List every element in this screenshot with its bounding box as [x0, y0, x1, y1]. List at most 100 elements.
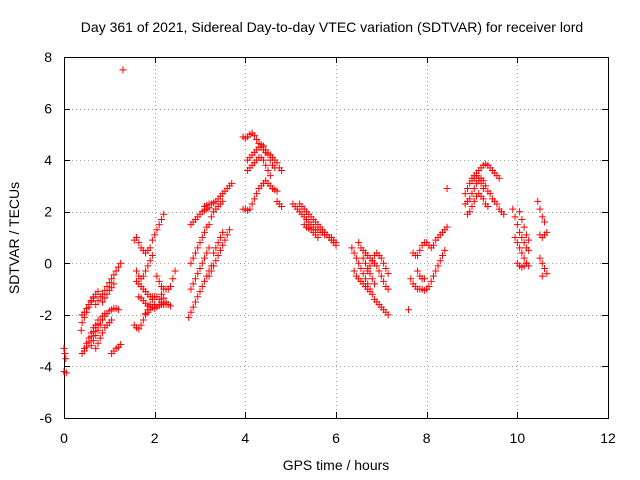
data-point: [484, 203, 492, 211]
data-point: [518, 215, 526, 223]
data-point: [210, 262, 218, 270]
data-point: [250, 132, 258, 140]
data-point: [219, 197, 227, 205]
data-point: [198, 259, 206, 267]
data-point: [212, 257, 220, 265]
data-point: [135, 239, 143, 247]
data-point: [194, 244, 202, 252]
data-point: [259, 156, 267, 164]
data-point: [219, 228, 227, 236]
data-point: [366, 270, 374, 278]
data-point: [361, 275, 369, 283]
data-point: [196, 288, 204, 296]
data-point: [108, 316, 116, 324]
data-point: [314, 234, 322, 241]
data-point: [271, 164, 279, 172]
data-point: [139, 316, 147, 324]
data-point: [432, 267, 440, 275]
data-point: [375, 267, 383, 275]
data-point: [429, 272, 437, 280]
data-point: [96, 334, 104, 342]
data-point: [153, 226, 161, 234]
data-point: [466, 208, 474, 216]
data-point: [201, 254, 209, 262]
data-point: [518, 249, 526, 257]
data-point: [262, 146, 270, 154]
data-point: [89, 337, 97, 345]
data-point: [278, 166, 286, 174]
data-point: [470, 197, 478, 205]
data-point: [475, 174, 483, 182]
data-point: [420, 275, 428, 283]
data-point: [148, 252, 156, 260]
data-point: [103, 282, 111, 290]
y-tick-label: -6: [40, 410, 53, 426]
data-point: [439, 252, 447, 260]
data-point: [477, 179, 485, 187]
data-point: [266, 156, 274, 164]
data-point: [94, 297, 102, 305]
data-point: [359, 270, 367, 278]
data-point: [368, 257, 376, 265]
data-point: [61, 350, 69, 358]
data-point: [273, 187, 281, 195]
data-point: [350, 267, 358, 275]
data-point: [207, 213, 215, 221]
data-point: [355, 239, 363, 247]
data-point: [253, 136, 261, 144]
data-point: [133, 234, 141, 241]
data-point: [259, 142, 267, 150]
data-point: [60, 344, 68, 352]
axis-ticks: [64, 57, 609, 419]
data-point: [223, 231, 231, 239]
data-point: [373, 262, 381, 270]
data-point: [479, 185, 487, 193]
data-point: [148, 236, 156, 244]
data-point: [357, 264, 365, 272]
data-point: [94, 288, 102, 296]
data-point: [500, 210, 508, 218]
data-point: [425, 282, 433, 290]
data-point: [146, 244, 154, 252]
data-point: [368, 275, 376, 283]
x-tick-labels: 0 2 4 6 8 10 12: [60, 430, 616, 446]
data-point: [194, 293, 202, 301]
data-point: [414, 267, 422, 275]
data-point: [538, 272, 546, 280]
data-point: [155, 277, 163, 285]
data-points: [60, 66, 551, 377]
data-point: [153, 272, 161, 280]
data-point: [117, 341, 125, 349]
data-point: [522, 231, 530, 239]
data-point: [541, 264, 549, 272]
data-point: [83, 343, 91, 351]
data-point: [371, 280, 379, 288]
data-point: [194, 270, 202, 278]
data-point: [516, 208, 524, 216]
data-point: [112, 267, 120, 275]
data-point: [198, 282, 206, 290]
data-point: [103, 290, 111, 298]
data-point: [534, 197, 542, 205]
data-point: [117, 259, 125, 267]
data-point: [80, 308, 88, 316]
x-tick-label: 10: [510, 430, 526, 446]
data-point: [380, 259, 388, 267]
data-point: [80, 347, 88, 355]
data-point: [133, 267, 141, 275]
data-point: [87, 297, 95, 305]
data-point: [525, 236, 533, 244]
data-point: [137, 321, 145, 329]
data-point: [543, 270, 551, 278]
data-point: [119, 66, 127, 74]
data-point: [407, 275, 415, 283]
data-point: [196, 239, 204, 247]
data-point: [382, 264, 390, 272]
data-point: [461, 190, 469, 198]
data-point: [214, 252, 222, 260]
data-point: [509, 205, 517, 213]
data-point: [87, 333, 95, 341]
data-point: [427, 277, 435, 285]
data-point: [216, 246, 224, 254]
data-point: [384, 270, 392, 278]
